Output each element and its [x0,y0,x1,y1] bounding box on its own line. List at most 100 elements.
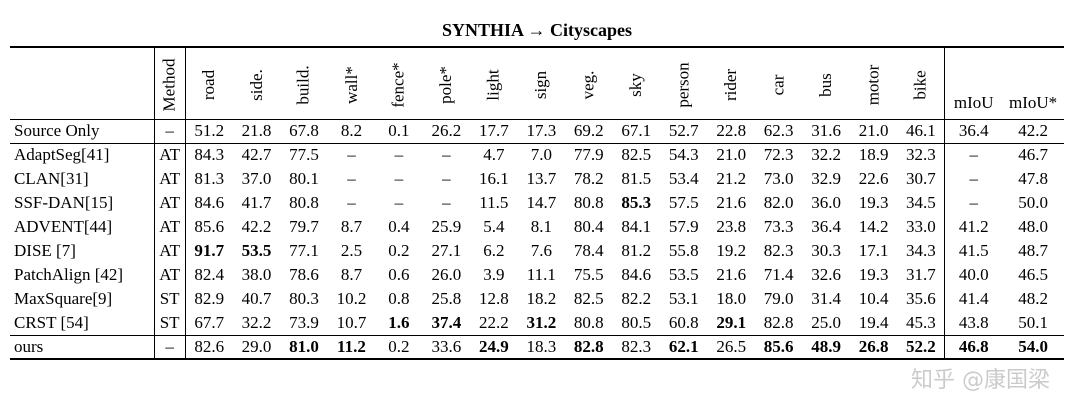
cell-miou: 46.8 [958,336,989,356]
header-corner [10,47,155,119]
row-method-type: AT [154,167,186,191]
header-class-label: wall* [341,65,361,104]
cell-value: 81.0 [289,336,319,356]
row-name: Source Only [10,119,155,143]
table-row: ours –82.6 29.0 81.0 11.2 0.2 33.6 24.9 18.3 82.8… [10,335,1064,359]
cell-miou: 41.4 [958,289,989,308]
header-class-label: car [768,74,788,95]
cell-value: 21.6 [716,265,747,284]
table-body: Source Only –51.2 21.8 67.8 8.2 0.1 26.2 17.7 17… [10,119,1064,359]
cell-value: 73.0 [763,169,794,188]
cell-value: 80.8 [289,193,319,212]
cell-value: 27.1 [431,241,462,260]
cell-miou-star: 54.0 [1018,336,1048,356]
cell-value: 0.6 [388,265,410,284]
cell-value: 0.2 [388,241,410,260]
cell-value: 62.1 [668,336,699,356]
row-method-type: ST [154,311,186,335]
row-name: CLAN[31] [10,167,155,191]
cell-miou-star: 47.8 [1018,169,1048,188]
cell-value: 31.7 [897,263,946,287]
header-class-label: veg. [578,70,598,99]
cell-value: 19.3 [858,265,889,284]
cell-value: 67.8 [289,121,319,140]
cell-value: 80.8 [573,193,604,212]
header-row: Method road side. build. wall* fence* pole* lig… [10,47,1064,119]
cell-value: 57.9 [668,217,699,236]
header-class: build. [280,47,327,119]
cell-miou: 36.4 [958,121,989,140]
cell-value: 24.9 [478,336,509,356]
cell-value: 21.2 [716,169,747,188]
row-name: MaxSquare[9] [10,287,155,311]
header-class: side. [233,47,280,119]
cell-value: 7.0 [530,145,552,165]
cell-miou-star: 48.0 [1018,217,1048,236]
cell-value: 78.2 [573,169,604,188]
cell-value: – [394,169,404,188]
cell-value: 78.6 [289,265,319,284]
cell-value: 33.0 [897,215,946,239]
cell-value: 55.8 [668,241,699,260]
cell-value: 45.3 [897,311,946,335]
cell-value: 22.8 [716,121,747,140]
cell-value: 31.6 [811,121,841,140]
cell-value: 21.0 [716,145,747,165]
cell-value: 75.5 [573,265,604,284]
header-class: motor [850,47,897,119]
cell-value: 18.3 [526,336,557,356]
cell-miou: 41.5 [958,241,989,260]
cell-value: 26.2 [431,121,462,140]
row-name: ADVENT[44] [10,215,155,239]
row-method-type: AT [154,239,186,263]
cell-value: 37.0 [241,169,272,188]
cell-value: 1.6 [388,312,410,332]
cell-value: 32.2 [811,145,841,165]
cell-value: 21.0 [858,121,889,140]
cell-miou: 43.8 [958,312,989,332]
table-row: PatchAlign [42] AT 82.4 38.0 78.6 8.7 0.6 26.0 3… [10,263,1064,287]
header-class: person [660,47,707,119]
cell-value: 57.5 [668,193,699,212]
header-class: sky [613,47,660,119]
cell-value: 6.2 [483,241,505,260]
cell-value: 82.3 [763,241,794,260]
cell-value: – [442,145,451,165]
cell-value: 72.3 [763,145,794,165]
cell-value: 82.4 [194,265,225,284]
cell-value: 14.7 [526,193,557,212]
cell-miou: – [969,193,978,212]
header-class: wall* [328,47,375,119]
cell-value: 0.2 [388,336,410,356]
cell-value: 82.6 [194,336,225,356]
cell-value: 77.5 [289,145,319,165]
cell-value: 82.9 [194,289,225,308]
cell-value: 34.3 [897,239,946,263]
table-row: Source Only –51.2 21.8 67.8 8.2 0.1 26.2 17.7 17… [10,119,1064,143]
row-method-type: AT [154,143,186,167]
header-class-label: side. [246,68,266,101]
table-row: MaxSquare[9] ST 82.9 40.7 80.3 10.2 0.8 25.8 12.… [10,287,1064,311]
header-class: sign [518,47,565,119]
cell-value: 12.8 [478,289,509,308]
table-figure: SYNTHIA → Cityscapes Method road side. buil… [10,14,1064,360]
header-class: veg. [565,47,612,119]
cell-value: 8.2 [340,121,363,140]
cell-value: 11.2 [337,336,366,356]
cell-value: 22.2 [478,312,509,332]
cell-value: 4.7 [483,145,505,165]
cell-value: 73.9 [289,312,319,332]
cell-miou-star: 46.7 [1018,145,1048,165]
cell-value: 85.6 [194,217,225,236]
cell-value: 19.2 [716,241,747,260]
cell-value: 29.0 [241,336,272,356]
cell-value: 10.7 [336,312,367,332]
cell-value: 84.6 [621,265,652,284]
row-method-type: AT [154,263,186,287]
table-row: AdaptSeg[41] AT 84.3 42.7 77.5 – – – 4.7 7.0 77.9 8… [10,143,1064,167]
cell-value: 82.3 [621,336,652,356]
cell-value: 25.8 [431,289,462,308]
row-name: CRST [54] [10,311,155,335]
header-class: road [185,47,232,119]
cell-value: 80.5 [621,312,652,332]
